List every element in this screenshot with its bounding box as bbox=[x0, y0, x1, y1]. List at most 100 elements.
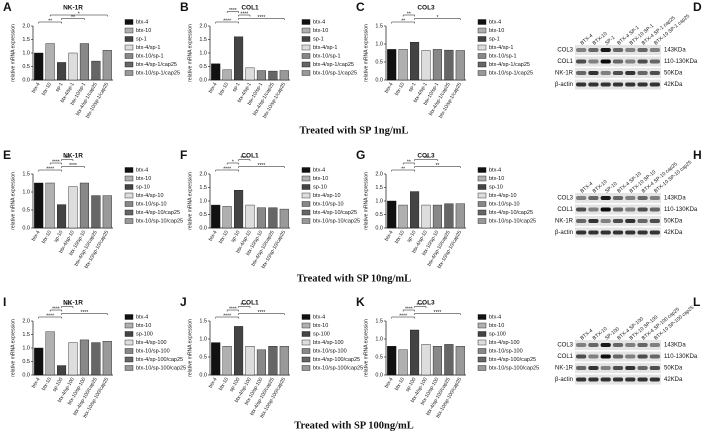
legend-swatch bbox=[477, 356, 487, 363]
bar bbox=[387, 200, 397, 229]
significance-label: **** bbox=[63, 303, 71, 309]
blot-band bbox=[637, 377, 648, 382]
blot-band bbox=[649, 230, 660, 235]
blot-band bbox=[576, 354, 587, 359]
bar bbox=[45, 331, 55, 376]
bar bbox=[79, 339, 89, 376]
bar bbox=[91, 195, 101, 229]
legend-swatch bbox=[301, 348, 311, 354]
row-caption: Treated with SP 10ng/mL bbox=[297, 273, 411, 284]
blot-band bbox=[576, 71, 587, 75]
bar bbox=[91, 342, 101, 376]
bar bbox=[444, 344, 454, 376]
legend-label: btx-4/sp-1/cap25 bbox=[136, 62, 177, 68]
band-name: β-actin bbox=[555, 230, 573, 236]
blot-band bbox=[588, 82, 599, 87]
significance-label: **** bbox=[416, 303, 424, 309]
legend-swatch bbox=[301, 44, 311, 51]
y-tick-label: 1.0 bbox=[22, 189, 30, 195]
blot-band bbox=[625, 377, 636, 382]
legend-label: btx-4/sp-1 bbox=[313, 45, 337, 51]
legend-swatch bbox=[301, 314, 311, 320]
x-tick-label: btx-10 bbox=[394, 229, 406, 244]
blot-band bbox=[588, 59, 599, 64]
band-size: 50KDa bbox=[664, 219, 683, 225]
significance-label: **** bbox=[258, 163, 266, 169]
band-size: 110-130KDa bbox=[664, 354, 698, 360]
y-tick-label: 0.5 bbox=[22, 207, 30, 213]
significance-label: **** bbox=[258, 15, 266, 21]
significance-bracket bbox=[215, 316, 239, 319]
legend-label: btx-10/sp-100 bbox=[489, 348, 523, 354]
legend-label: btx-10/sp-1/cap25 bbox=[136, 70, 180, 76]
blot-band bbox=[588, 354, 599, 359]
band-name: COL1 bbox=[557, 59, 573, 65]
bar bbox=[34, 52, 44, 81]
x-tick-label: btx-4 bbox=[31, 81, 42, 94]
legend-label: btx-4/sp-1 bbox=[489, 45, 513, 51]
bar bbox=[79, 43, 89, 81]
legend-swatch bbox=[477, 175, 487, 182]
y-tick-label: 1.0 bbox=[199, 50, 207, 56]
legend-swatch bbox=[124, 331, 134, 337]
bar bbox=[410, 191, 420, 229]
legend-swatch bbox=[124, 339, 134, 346]
legend-label: btx-4 bbox=[313, 314, 325, 320]
legend-swatch bbox=[301, 209, 311, 216]
x-tick-label: sp-10 bbox=[406, 229, 418, 243]
legend-swatch bbox=[477, 184, 487, 190]
blot-band bbox=[625, 354, 636, 359]
bar bbox=[279, 208, 289, 229]
significance-bracket bbox=[391, 316, 415, 319]
legend-label: btx-10/sp-10/cap25 bbox=[136, 218, 183, 224]
bar bbox=[234, 189, 244, 229]
x-tick-label: btx-10 bbox=[41, 229, 53, 244]
legend-swatch bbox=[301, 36, 311, 42]
y-tick-label: 0.5 bbox=[22, 64, 30, 70]
blot-band bbox=[612, 219, 624, 223]
legend-label: btx-10/sp-100/cap25 bbox=[136, 365, 186, 371]
significance-label: ** bbox=[407, 159, 411, 165]
legend-swatch bbox=[301, 201, 311, 207]
legend-swatch bbox=[124, 27, 134, 34]
significance-label: ** bbox=[401, 166, 405, 172]
legend-swatch bbox=[477, 167, 487, 173]
legend-label: sp-1 bbox=[313, 36, 324, 42]
band-size: 110-130KDa bbox=[664, 207, 698, 213]
bar bbox=[410, 329, 420, 376]
band-name: NK-1R bbox=[555, 71, 574, 77]
significance-label: **** bbox=[229, 306, 237, 312]
blot-band bbox=[612, 48, 624, 52]
blot-band bbox=[637, 343, 648, 347]
x-tick-label: btx-4 bbox=[31, 376, 42, 389]
legend-swatch bbox=[124, 184, 134, 190]
significance-bracket bbox=[414, 313, 461, 315]
band-size: 143KDa bbox=[664, 48, 686, 54]
significance-bracket bbox=[49, 309, 62, 312]
row-caption: Treated with SP 100ng/mL bbox=[294, 420, 414, 431]
significance-bracket bbox=[49, 14, 108, 17]
blot-band bbox=[612, 59, 624, 64]
legend-swatch bbox=[477, 44, 487, 51]
legend-swatch bbox=[477, 53, 487, 59]
blot-band bbox=[600, 354, 611, 359]
legend-swatch bbox=[301, 27, 311, 34]
panel-letter: C bbox=[356, 0, 365, 14]
x-tick-label: btx-4 bbox=[208, 81, 219, 94]
legend-label: btx-10/sp-100/cap25 bbox=[313, 365, 363, 371]
legend-swatch bbox=[124, 348, 134, 354]
blot-band bbox=[625, 207, 636, 212]
blot-band bbox=[588, 207, 599, 212]
blot-band bbox=[612, 377, 624, 382]
legend-label: btx-4/sp-100/cap25 bbox=[313, 357, 360, 363]
significance-bracket bbox=[238, 313, 285, 315]
blot-band bbox=[637, 366, 648, 370]
legend-label: sp-100 bbox=[489, 331, 506, 337]
chart-title: COL1 bbox=[241, 300, 259, 307]
y-tick-label: 2.0 bbox=[199, 171, 207, 177]
legend-swatch bbox=[477, 339, 487, 346]
significance-label: **** bbox=[81, 310, 89, 316]
y-tick-label: 1.5 bbox=[375, 23, 383, 29]
significance-bracket bbox=[402, 162, 415, 165]
legend-label: btx-10/sp-10/cap25 bbox=[489, 218, 536, 224]
